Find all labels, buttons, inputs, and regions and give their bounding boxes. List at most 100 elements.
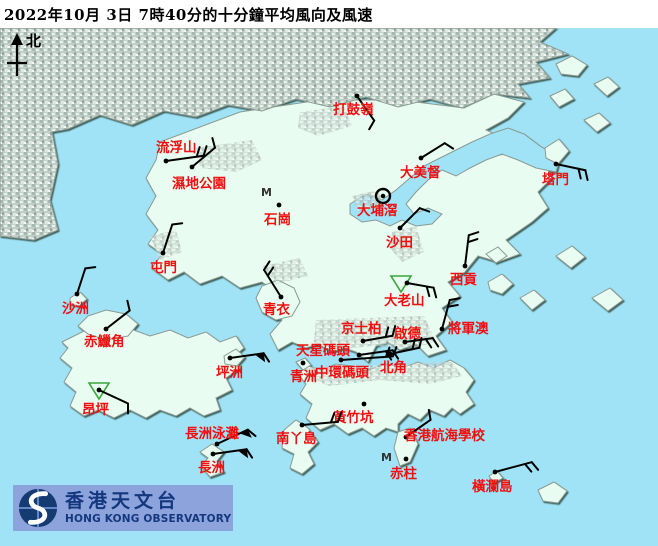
station-hk-sea-school: 香港航海學校	[403, 408, 485, 444]
wind-barb-feather	[171, 222, 184, 226]
station-label: 大老山	[384, 292, 425, 309]
wind-barb-staff	[404, 337, 434, 343]
wind-barb-staff	[162, 223, 174, 254]
wind-barb-feather	[245, 448, 254, 459]
station-lau-fau-shan: 流浮山	[156, 139, 208, 164]
station-label: 大埔滘	[357, 202, 398, 219]
station-stanley: M赤柱	[381, 451, 417, 482]
wind-barb-feather	[443, 142, 455, 150]
wind-barb-feather	[368, 119, 376, 131]
hko-name-english: HONG KONG OBSERVATORY	[65, 512, 232, 525]
station-cheung-chau-beach: 長洲泳灘	[185, 425, 257, 447]
station-label: 北角	[380, 359, 407, 376]
missing-data-marker: M	[261, 186, 272, 199]
wind-barb-staff	[356, 95, 376, 122]
wind-barb-staff	[555, 163, 587, 172]
wind-barb-feather	[384, 326, 390, 339]
station-dot	[300, 360, 306, 366]
wind-barb-staff	[399, 207, 421, 229]
wind-barb-feather	[391, 346, 398, 358]
wind-barb-flag	[237, 449, 249, 459]
station-ngong-ping: 昂坪	[82, 382, 130, 418]
station-tates-cairn: 大老山	[384, 275, 438, 309]
station-label: 石崗	[263, 211, 291, 228]
station-label: 沙洲	[62, 301, 89, 317]
wind-barb-staff	[441, 299, 451, 330]
station-lamma-island: 南丫島	[276, 411, 343, 447]
wind-barb-staff	[105, 309, 131, 330]
station-label: 大美督	[400, 164, 441, 181]
station-label: 啟德	[394, 325, 421, 342]
wind-barb-feather	[84, 266, 97, 270]
station-label: 西貢	[450, 272, 477, 288]
station-dot	[276, 202, 282, 208]
station-peng-chau: 坪洲	[216, 352, 271, 381]
wind-barb-feather	[211, 137, 216, 149]
station-sai-kung: 西貢	[450, 231, 480, 288]
station-label: 昂坪	[82, 402, 109, 418]
wind-barb-feather	[523, 462, 533, 473]
varying-wind-triangle-icon	[87, 382, 111, 401]
wind-barb-staff	[420, 142, 446, 159]
wind-barb-staff	[362, 334, 394, 342]
wind-barb-feather	[266, 266, 275, 277]
station-waglan-island: 橫瀾島	[472, 461, 540, 495]
station-label: 赤柱	[390, 465, 417, 482]
wind-barb-feather	[584, 169, 589, 181]
wind-barb-staff	[406, 282, 435, 289]
station-label: 青衣	[263, 301, 290, 318]
station-label: 屯門	[150, 259, 177, 276]
hko-logo-banner: 香港天文台 HONG KONG OBSERVATORY	[13, 485, 233, 531]
station-wong-chuk-hang: 黃竹坑	[332, 401, 374, 426]
hko-name-chinese: 香港天文台	[65, 489, 181, 512]
station-dot	[380, 193, 386, 199]
station-label: 沙田	[386, 235, 413, 251]
wind-barb-feather	[336, 411, 343, 423]
station-tsing-yi: 青衣	[263, 260, 290, 318]
station-label: 南丫島	[276, 430, 317, 447]
wind-barb-feather	[427, 408, 432, 421]
station-sha-tin: 沙田	[386, 207, 431, 251]
wind-barb-flag	[239, 429, 252, 438]
wind-barb-staff	[389, 346, 421, 355]
wind-barb-feather	[329, 412, 336, 424]
urban-patches	[150, 106, 462, 386]
wind-barb-feather	[411, 338, 416, 351]
station-central-pier: 中環碼頭	[315, 346, 398, 381]
wind-barb-feather	[530, 461, 540, 471]
station-label: 香港航海學校	[403, 427, 485, 444]
station-sha-chau: 沙洲	[62, 266, 97, 317]
wind-barb-feather	[448, 297, 461, 302]
wind-barb-staff	[191, 146, 216, 168]
wind-barb-staff	[263, 268, 282, 298]
station-label: 坪洲	[216, 365, 243, 381]
station-label: 橫瀾島	[472, 478, 513, 495]
station-wetland-park: 濕地公園	[172, 137, 226, 192]
wind-barb-feather	[418, 207, 431, 213]
station-tap-mun: 塔門	[542, 161, 589, 188]
station-label: 打鼓嶺	[333, 101, 374, 118]
station-dot	[403, 456, 409, 462]
wind-barb-feather	[391, 349, 400, 360]
wind-barb-feather	[263, 260, 271, 271]
station-label: 青洲	[290, 368, 317, 385]
missing-data-marker: M	[381, 451, 392, 464]
station-label: 天星碼頭	[296, 343, 350, 359]
wind-barb-feather	[246, 428, 257, 438]
station-tseung-kwan-o: 將軍澳	[439, 297, 489, 337]
wind-barb-feather	[446, 304, 459, 308]
wind-barb-staff	[98, 389, 130, 405]
station-label: 濕地公園	[172, 175, 226, 192]
wind-barb-staff	[405, 418, 432, 438]
wind-barb-feather	[391, 325, 397, 337]
station-label: 黃竹坑	[332, 409, 374, 426]
station-label: 長洲	[198, 460, 225, 476]
wind-barb-feather	[466, 238, 479, 244]
wind-barb-feather	[467, 231, 480, 237]
calm-wind-icon	[374, 187, 392, 205]
wind-barb-staff	[76, 267, 87, 295]
station-dot	[361, 401, 367, 407]
station-label: 流浮山	[156, 139, 197, 156]
wind-barb-feather	[262, 352, 271, 363]
